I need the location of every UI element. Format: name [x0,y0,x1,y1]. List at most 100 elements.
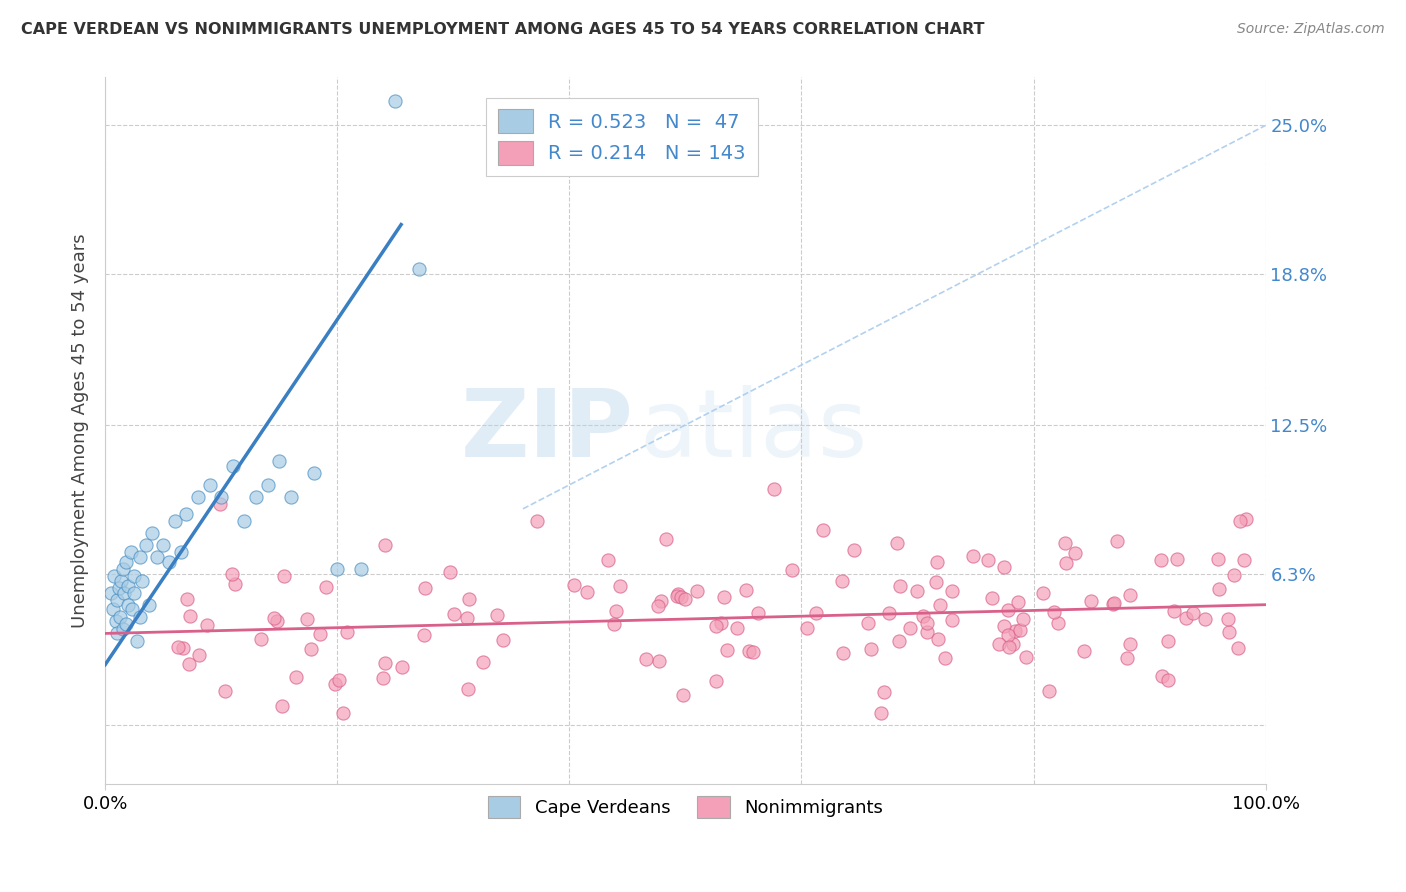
Point [152,538,174,552]
Point [249,632,271,647]
Point [371,671,394,685]
Point [1032,586,1054,600]
Point [873,685,896,699]
Point [1047,616,1070,631]
Point [813,524,835,538]
Point [224,577,246,591]
Point [1004,624,1026,639]
Point [209,490,232,504]
Point [332,706,354,720]
Point [562,578,585,592]
Point [636,651,658,665]
Point [889,634,911,648]
Point [384,95,406,109]
Point [131,574,153,588]
Point [391,659,413,673]
Point [941,613,963,627]
Point [1053,535,1076,549]
Text: atlas: atlas [638,385,868,477]
Point [831,574,853,588]
Point [1105,534,1128,549]
Point [780,563,803,577]
Point [1216,612,1239,626]
Point [280,490,302,504]
Point [167,640,190,654]
Point [704,619,727,633]
Point [980,591,1002,606]
Point [135,538,157,552]
Point [458,592,481,607]
Point [1233,553,1256,567]
Point [195,618,218,632]
Point [492,633,515,648]
Point [125,633,148,648]
Point [163,514,186,528]
Point [284,670,307,684]
Point [146,549,169,564]
Point [328,673,350,688]
Point [1064,546,1087,560]
Point [603,617,626,632]
Point [245,490,267,504]
Point [1157,633,1180,648]
Point [993,559,1015,574]
Point [993,619,1015,633]
Point [263,611,285,625]
Point [734,582,756,597]
Point [598,553,620,567]
Point [998,640,1021,654]
Point [486,608,509,623]
Point [222,458,245,473]
Point [575,585,598,599]
Point [108,581,131,595]
Point [439,565,461,579]
Point [741,644,763,658]
Point [747,606,769,620]
Point [666,587,689,601]
Point [172,641,194,656]
Point [647,599,669,613]
Point [1010,623,1032,637]
Point [927,632,949,646]
Point [842,542,865,557]
Point [105,626,128,640]
Point [605,604,627,618]
Point [214,684,236,698]
Point [929,599,952,613]
Point [198,478,221,492]
Point [103,602,125,616]
Point [1150,669,1173,683]
Point [977,552,1000,566]
Point [103,569,125,583]
Point [672,688,695,702]
Point [1182,607,1205,621]
Point [115,616,138,631]
Point [934,650,956,665]
Point [1038,684,1060,698]
Point [860,642,883,657]
Point [221,566,243,581]
Point [806,607,828,621]
Point [655,532,678,546]
Point [526,514,548,528]
Point [176,591,198,606]
Point [349,562,371,576]
Point [138,598,160,612]
Point [110,609,132,624]
Point [443,607,465,621]
Point [997,602,1019,616]
Point [710,616,733,631]
Point [100,585,122,599]
Point [1073,644,1095,658]
Point [1104,596,1126,610]
Text: Source: ZipAtlas.com: Source: ZipAtlas.com [1237,22,1385,37]
Point [295,612,318,626]
Point [1118,636,1140,650]
Point [962,549,984,563]
Point [315,580,337,594]
Point [1223,568,1246,582]
Point [1174,610,1197,624]
Point [256,478,278,492]
Point [915,624,938,639]
Point [1194,612,1216,626]
